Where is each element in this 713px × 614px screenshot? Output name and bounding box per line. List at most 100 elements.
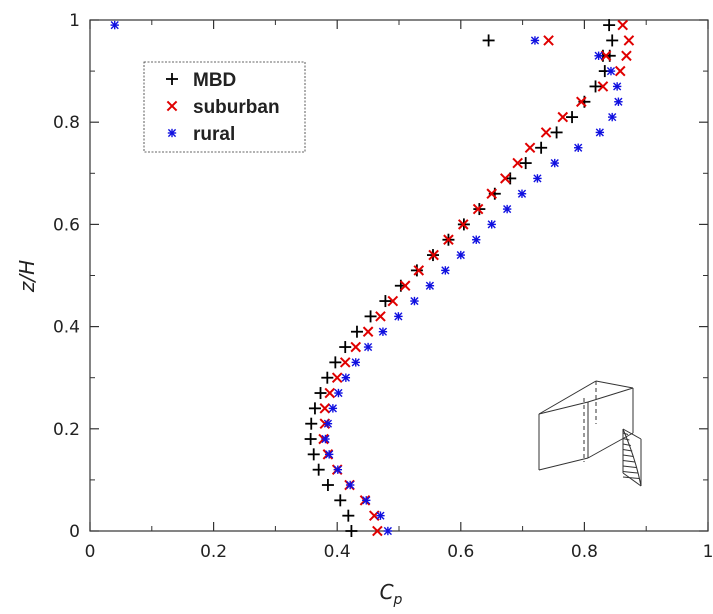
data-point-mbd xyxy=(304,433,317,446)
y-axis-label: z/H xyxy=(15,260,39,293)
data-point-mbd xyxy=(379,295,392,308)
data-point-rural xyxy=(334,388,343,398)
data-point-mbd xyxy=(364,310,377,323)
x-tick-label: 0.8 xyxy=(571,542,598,562)
data-point-mbd xyxy=(410,264,423,277)
data-point-rural xyxy=(323,419,333,428)
data-point-suburban xyxy=(543,35,554,46)
data-point-mbd xyxy=(589,80,602,93)
data-point-mbd xyxy=(305,417,318,430)
x-tick-label: 0.4 xyxy=(324,542,351,562)
data-point-suburban xyxy=(324,387,336,399)
data-point-suburban xyxy=(600,50,612,62)
data-point-suburban xyxy=(499,173,511,184)
data-point-mbd xyxy=(350,325,363,338)
data-point-rural xyxy=(324,450,334,459)
data-point-mbd xyxy=(482,34,495,47)
building-inset-diagram xyxy=(538,380,642,487)
data-point-mbd xyxy=(308,402,321,415)
data-point-rural xyxy=(362,496,371,505)
data-point-suburban xyxy=(319,403,331,414)
x-tick-label: 1 xyxy=(703,542,713,562)
data-point-rural xyxy=(341,373,351,382)
data-point-rural xyxy=(533,174,542,183)
data-point-rural xyxy=(574,143,583,152)
data-point-rural xyxy=(517,189,527,198)
legend-label-suburban: suburban xyxy=(193,97,280,118)
data-point-rural xyxy=(321,434,330,444)
data-point-rural xyxy=(363,342,373,352)
data-point-suburban xyxy=(472,203,484,215)
data-point-rural xyxy=(328,404,338,413)
data-point-suburban xyxy=(372,525,383,537)
data-point-suburban xyxy=(597,81,609,92)
data-point-rural xyxy=(376,511,385,520)
data-point-mbd xyxy=(342,509,355,522)
data-point-rural xyxy=(530,36,540,45)
legend-marker-mbd xyxy=(166,73,178,85)
x-axis-label-main: C xyxy=(380,580,394,604)
axis-labels-layer: Cp z/H xyxy=(15,260,403,608)
data-point-suburban xyxy=(443,234,454,246)
data-point-rural xyxy=(550,158,559,168)
data-point-rural xyxy=(110,20,119,30)
data-point-mbd xyxy=(535,141,548,154)
legend-marker-suburban xyxy=(166,100,178,112)
series-mbd xyxy=(304,19,619,537)
data-point-suburban xyxy=(512,157,523,169)
data-point-mbd xyxy=(312,463,325,476)
data-point-suburban xyxy=(457,219,469,230)
data-point-mbd xyxy=(339,341,352,354)
data-point-suburban xyxy=(623,35,635,46)
data-series-layer xyxy=(110,19,635,537)
data-point-suburban xyxy=(486,188,498,200)
data-point-suburban xyxy=(614,65,626,77)
data-point-suburban xyxy=(399,280,411,292)
data-point-rural xyxy=(456,250,465,260)
data-point-mbd xyxy=(550,126,563,139)
data-point-mbd xyxy=(329,356,342,369)
data-point-rural xyxy=(345,480,355,490)
data-point-mbd xyxy=(345,525,358,537)
x-axis-label: Cp xyxy=(380,580,403,608)
data-point-rural xyxy=(378,327,388,336)
data-point-rural xyxy=(394,312,403,321)
data-point-mbd xyxy=(566,111,579,124)
data-point-mbd xyxy=(321,479,334,492)
x-tick-label: 0.2 xyxy=(200,542,227,562)
data-point-suburban xyxy=(540,127,552,138)
data-point-suburban xyxy=(339,357,351,368)
axes-layer: 0 0.2 0.4 0.6 0.8 1 0 0.2 0.4 0.6 0.8 1 xyxy=(53,11,713,562)
x-tick-label: 0 xyxy=(85,542,96,562)
data-point-suburban xyxy=(428,249,439,261)
data-point-suburban xyxy=(331,372,343,384)
legend: MBD suburban rural xyxy=(143,61,306,153)
y-tick-label: 0.4 xyxy=(53,318,80,338)
data-point-rural xyxy=(606,66,616,76)
y-tick-label: 1 xyxy=(69,11,80,31)
data-point-suburban xyxy=(350,341,362,353)
data-point-suburban xyxy=(557,111,569,123)
data-point-suburban xyxy=(524,142,536,154)
data-point-mbd xyxy=(307,448,320,461)
data-point-rural xyxy=(425,281,435,290)
data-point-rural xyxy=(441,266,450,275)
data-point-mbd xyxy=(334,494,347,507)
data-point-mbd xyxy=(603,19,616,32)
data-point-suburban xyxy=(362,326,374,338)
data-point-rural xyxy=(487,220,496,229)
data-point-suburban xyxy=(387,295,399,307)
y-tick-label: 0 xyxy=(69,522,80,542)
data-point-mbd xyxy=(321,371,334,384)
data-point-mbd xyxy=(314,387,327,400)
data-point-rural xyxy=(608,112,617,122)
y-tick-label: 0.2 xyxy=(53,420,80,440)
data-point-suburban xyxy=(576,96,587,108)
legend-label-rural: rural xyxy=(193,124,235,145)
data-point-mbd xyxy=(519,157,532,170)
data-point-rural xyxy=(614,97,623,106)
data-point-rural xyxy=(333,465,343,474)
data-point-suburban xyxy=(617,19,629,31)
data-point-rural xyxy=(502,204,512,214)
